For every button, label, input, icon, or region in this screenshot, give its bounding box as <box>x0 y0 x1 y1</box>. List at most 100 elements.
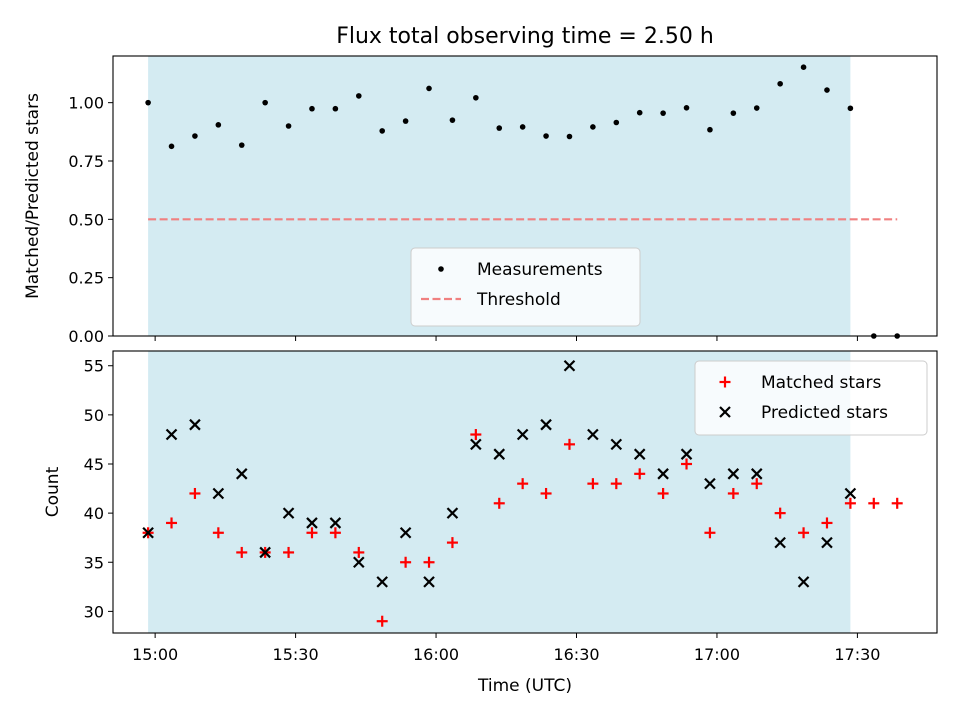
data-point-b <box>657 468 669 480</box>
data-point <box>540 418 552 431</box>
data-point <box>262 99 268 106</box>
data-point <box>306 517 318 529</box>
data-point <box>821 517 833 529</box>
data-point <box>446 507 459 519</box>
legend-label: Threshold <box>476 290 561 310</box>
data-point <box>493 448 506 460</box>
data-point <box>168 143 175 150</box>
data-point <box>751 478 763 490</box>
data-point <box>283 546 295 558</box>
y-axis-label: Matched/Predicted stars <box>23 93 43 299</box>
data-point-b <box>540 418 552 431</box>
y-tick-label: 45 <box>84 455 104 474</box>
data-point <box>797 576 810 588</box>
data-point <box>353 546 365 558</box>
x-tick-label: 16:30 <box>553 645 599 664</box>
data-point <box>189 418 201 431</box>
data-point <box>189 487 201 499</box>
data-point <box>235 468 248 480</box>
data-point <box>566 133 573 140</box>
data-point-b <box>563 359 576 372</box>
data-point-b <box>516 428 529 441</box>
data-point <box>329 517 342 529</box>
data-point <box>379 128 386 134</box>
data-point <box>215 122 222 128</box>
series-predicted-stars <box>142 359 857 588</box>
data-point <box>634 468 646 480</box>
data-point <box>543 133 549 139</box>
data-point <box>798 527 810 539</box>
chart-title: Flux total observing time = 2.50 h <box>336 24 714 49</box>
data-point-b <box>189 418 201 431</box>
data-point-b <box>259 546 271 559</box>
data-point-b <box>704 477 716 490</box>
data-point <box>399 526 412 539</box>
x-tick-label: 15:00 <box>132 645 178 664</box>
data-point <box>446 537 458 549</box>
x-tick-label: 15:30 <box>273 645 319 664</box>
legend-key <box>719 406 731 418</box>
y-axis-label: Count <box>43 466 63 517</box>
data-point <box>821 536 833 549</box>
y-tick-label: 40 <box>84 504 104 523</box>
data-point <box>473 94 479 101</box>
data-point <box>727 468 740 480</box>
data-point <box>329 527 341 539</box>
data-point <box>704 477 716 490</box>
x-tick-label: 17:00 <box>694 645 740 664</box>
data-point <box>636 109 643 116</box>
legend-label: Matched stars <box>761 373 881 393</box>
data-point <box>423 576 435 588</box>
data-point <box>402 118 409 124</box>
data-point <box>376 615 388 627</box>
data-point-b <box>165 428 178 441</box>
data-point-b <box>610 438 623 451</box>
data-point <box>847 105 854 112</box>
data-point <box>777 80 783 87</box>
data-point <box>493 497 505 509</box>
data-point <box>774 536 786 549</box>
data-point-b <box>821 536 833 549</box>
data-point-b <box>399 526 412 539</box>
data-point <box>142 526 154 539</box>
data-point <box>423 556 435 568</box>
data-point <box>353 556 365 569</box>
data-point-b <box>844 487 857 500</box>
data-point <box>683 105 690 111</box>
data-point <box>165 428 178 441</box>
data-point-b <box>282 507 295 519</box>
series-matched-stars <box>142 429 903 627</box>
data-point <box>587 428 599 441</box>
data-point <box>519 124 526 130</box>
data-point-b <box>797 576 810 588</box>
data-point <box>212 487 225 500</box>
data-point <box>166 517 178 529</box>
data-point <box>470 438 482 451</box>
y-tick-label: 35 <box>84 553 104 572</box>
data-point-b <box>446 507 459 519</box>
data-point <box>282 507 295 519</box>
data-point <box>610 438 623 451</box>
data-point <box>306 527 318 539</box>
data-point <box>657 468 669 480</box>
data-point-b <box>235 468 248 480</box>
data-point <box>400 556 412 568</box>
axes-frame <box>112 55 938 337</box>
y-tick-label: 0.00 <box>68 327 104 346</box>
data-point <box>753 105 760 111</box>
data-point <box>563 438 575 450</box>
x-axis-label: Time (UTC) <box>477 676 572 696</box>
data-point <box>657 487 669 499</box>
data-point <box>259 546 271 559</box>
y-tick-label: 55 <box>84 357 104 376</box>
data-point <box>707 126 713 133</box>
data-point-b <box>353 556 365 569</box>
legend-label: Predicted stars <box>761 403 888 423</box>
data-point <box>590 124 596 130</box>
data-point <box>681 458 693 470</box>
legend-key-b <box>719 406 731 418</box>
y-tick-label: 50 <box>84 406 104 425</box>
data-point <box>309 105 315 112</box>
data-point <box>868 497 880 509</box>
